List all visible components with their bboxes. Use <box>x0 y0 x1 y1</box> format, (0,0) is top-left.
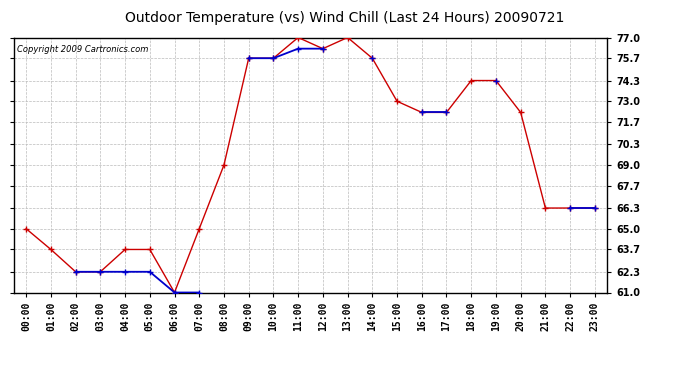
Text: Copyright 2009 Cartronics.com: Copyright 2009 Cartronics.com <box>17 45 148 54</box>
Text: Outdoor Temperature (vs) Wind Chill (Last 24 Hours) 20090721: Outdoor Temperature (vs) Wind Chill (Las… <box>126 11 564 25</box>
